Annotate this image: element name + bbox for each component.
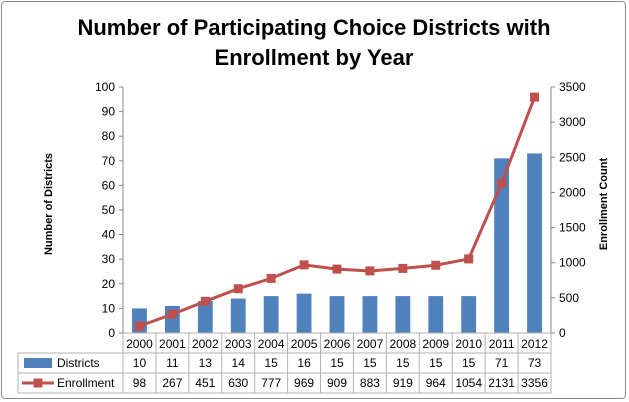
- y-right-tick-label: 0: [559, 326, 566, 340]
- y-right-tick-label: 1000: [559, 256, 586, 270]
- table-cell-value: 909: [327, 376, 347, 390]
- line-series: [134, 92, 540, 331]
- table-cell-value: 1054: [455, 376, 482, 390]
- point-enrollment: [464, 254, 474, 264]
- bar-districts: [230, 298, 246, 333]
- table-cell-value: 13: [199, 356, 213, 370]
- point-enrollment: [530, 92, 540, 102]
- x-category-label: 2008: [389, 337, 416, 351]
- x-category-label: 2002: [192, 337, 219, 351]
- data-table: 2000 2001 2002 2003 2004 2005 2006 2007 2008 2009…: [17, 332, 552, 394]
- point-enrollment: [233, 284, 243, 294]
- y-right-tick-label: 3500: [559, 80, 586, 94]
- table-cell-value: 919: [393, 376, 413, 390]
- y-axis-right-title: Enrollment Count: [598, 158, 610, 251]
- table-cell-value: 964: [426, 376, 446, 390]
- table-cell-value: 2131: [488, 376, 515, 390]
- bar-districts: [197, 301, 213, 333]
- table-cell-value: 883: [360, 376, 380, 390]
- bar-districts: [395, 296, 411, 333]
- y-right-tick-label: 3000: [559, 115, 586, 129]
- bar-series: [132, 153, 542, 333]
- x-category-label: 2003: [225, 337, 252, 351]
- table-cell-value: 969: [294, 376, 314, 390]
- point-enrollment: [266, 273, 276, 283]
- point-enrollment: [497, 178, 507, 188]
- table-cell-value: 15: [363, 356, 377, 370]
- point-enrollment: [365, 266, 375, 276]
- x-category-label: 2000: [126, 337, 153, 351]
- table-cell-value: 15: [429, 356, 443, 370]
- table-cell-value: 10: [133, 356, 147, 370]
- y-right-tick-label: 1500: [559, 221, 586, 235]
- bar-districts: [362, 296, 378, 333]
- chart-title-line: Enrollment by Year: [215, 45, 414, 70]
- table-cell-value: 16: [297, 356, 311, 370]
- table-cell-value: 15: [330, 356, 344, 370]
- y-axis-left-title: Number of Districts: [43, 153, 55, 255]
- y-right-tick-label: 500: [559, 291, 579, 305]
- legend-label: Enrollment: [57, 376, 115, 390]
- table-cell-value: 98: [133, 376, 147, 390]
- table-cell-value: 630: [228, 376, 248, 390]
- legend-label: Districts: [57, 356, 100, 370]
- bar-districts: [494, 158, 510, 333]
- bar-districts: [461, 296, 477, 333]
- table-cell-value: 15: [462, 356, 476, 370]
- y-left-tick-label: 100: [95, 80, 115, 94]
- table-cell-value: 3356: [521, 376, 548, 390]
- x-category-label: 2004: [258, 337, 285, 351]
- x-category-label: 2010: [455, 337, 482, 351]
- bar-districts: [329, 296, 345, 333]
- point-enrollment: [431, 260, 441, 270]
- y-left-tick-label: 90: [102, 105, 116, 119]
- y-left-tick-label: 0: [108, 326, 115, 340]
- legend-key-districts: [24, 358, 52, 368]
- x-category-label: 2011: [489, 337, 515, 351]
- point-enrollment: [398, 263, 408, 273]
- y-left-tick-label: 60: [102, 178, 116, 192]
- x-category-label: 2001: [159, 337, 186, 351]
- table-cell-value: 777: [261, 376, 281, 390]
- point-enrollment: [299, 260, 309, 270]
- bar-districts: [428, 296, 444, 333]
- y-left-tick-label: 40: [102, 228, 116, 242]
- point-enrollment: [167, 309, 177, 319]
- table-cell-value: 14: [232, 356, 246, 370]
- bar-districts: [263, 296, 279, 333]
- table-cell-value: 71: [495, 356, 509, 370]
- y-left-tick-label: 10: [102, 301, 116, 315]
- line-enrollment: [138, 96, 536, 328]
- table-cell-value: 451: [195, 376, 215, 390]
- table-cell-value: 15: [264, 356, 278, 370]
- y-left-tick-label: 70: [102, 154, 116, 168]
- y-left-tick-label: 50: [102, 203, 116, 217]
- x-category-label: 2006: [324, 337, 351, 351]
- x-category-label: 2007: [357, 337, 384, 351]
- y-left-tick-label: 80: [102, 129, 116, 143]
- point-enrollment: [332, 264, 342, 274]
- bar-districts: [296, 293, 312, 333]
- point-enrollment: [134, 321, 144, 331]
- x-category-label: 2005: [291, 337, 318, 351]
- y-left-tick-label: 30: [102, 252, 116, 266]
- y-right-tick-label: 2000: [559, 185, 586, 199]
- table-cell-value: 11: [166, 356, 179, 370]
- chart-title: Number of Participating Choice Districts…: [77, 15, 550, 70]
- axes: 0102030405060708090100050010001500200025…: [95, 80, 586, 340]
- y-left-tick-label: 20: [102, 277, 116, 291]
- table-cell-value: 267: [162, 376, 182, 390]
- legend-key-enrollment-marker: [33, 378, 43, 388]
- x-category-label: 2012: [521, 337, 548, 351]
- y-right-tick-label: 2500: [559, 150, 586, 164]
- chart-title-line: Number of Participating Choice Districts…: [77, 15, 550, 40]
- table-cell-value: 15: [396, 356, 410, 370]
- x-category-label: 2009: [422, 337, 449, 351]
- table-cell-value: 73: [528, 356, 542, 370]
- bar-districts: [527, 153, 542, 333]
- point-enrollment: [200, 296, 210, 306]
